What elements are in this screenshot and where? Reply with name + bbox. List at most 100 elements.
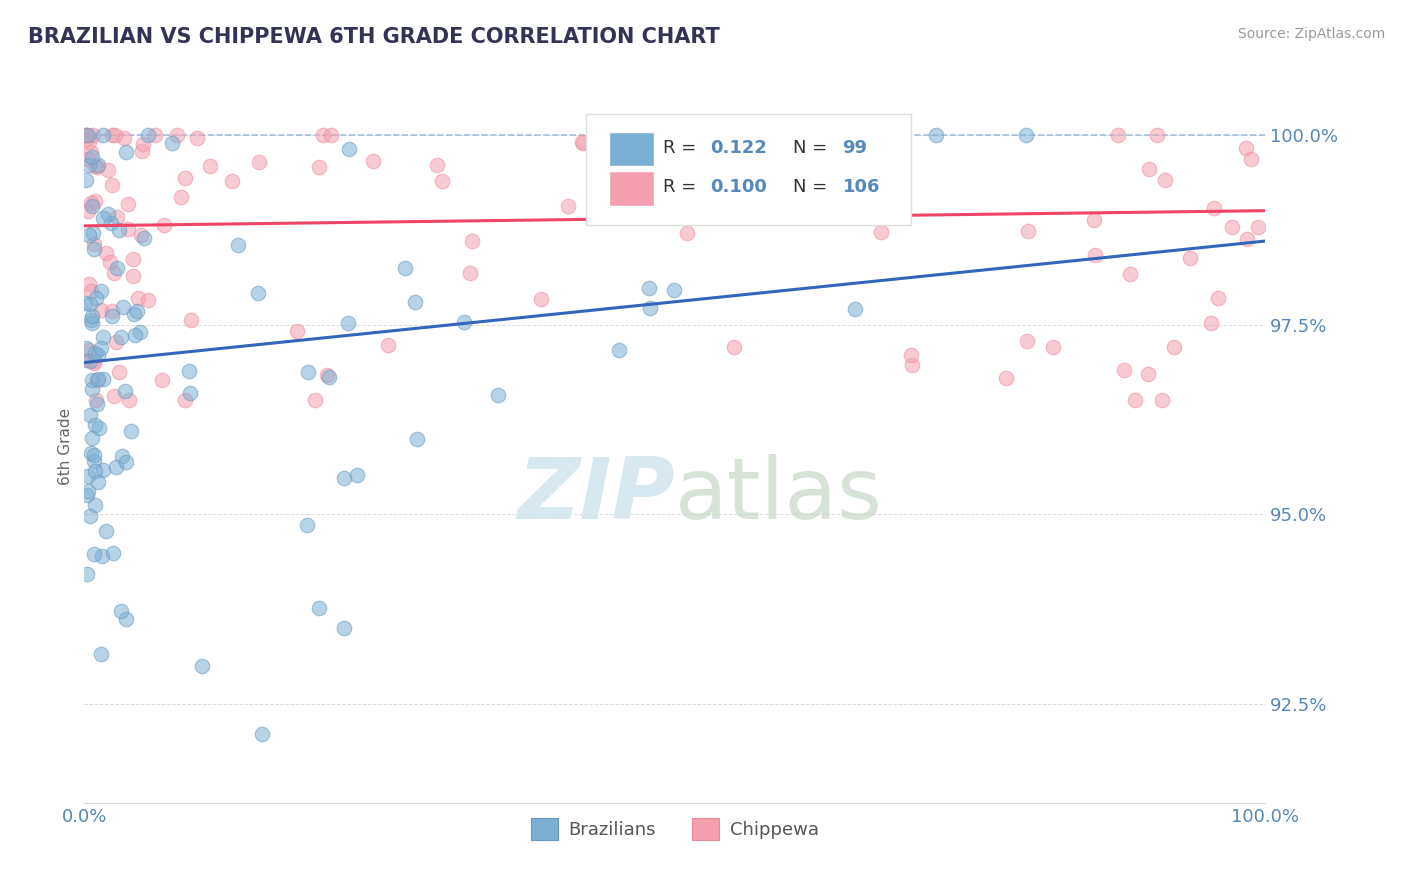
- Point: [304, 393, 326, 408]
- Point: [115, 455, 138, 469]
- Point: [83, 354, 105, 368]
- Point: [84, 292, 107, 306]
- Point: [1163, 340, 1185, 354]
- Point: [1107, 128, 1129, 142]
- Point: [900, 358, 922, 372]
- Point: [1119, 267, 1142, 281]
- Point: [75, 128, 97, 142]
- Point: [430, 174, 453, 188]
- Point: [98, 255, 121, 269]
- Point: [336, 316, 359, 330]
- Point: [75, 128, 97, 142]
- Point: [80, 446, 103, 460]
- Point: [426, 158, 449, 172]
- Point: [1123, 392, 1146, 407]
- Point: [247, 155, 270, 169]
- Point: [1112, 363, 1135, 377]
- Point: [285, 324, 308, 338]
- Point: [83, 236, 105, 251]
- Point: [127, 291, 149, 305]
- Point: [75, 295, 97, 310]
- Point: [79, 227, 101, 242]
- Text: ZIP: ZIP: [517, 454, 675, 538]
- Point: [87, 475, 110, 490]
- Point: [607, 343, 630, 357]
- Point: [1153, 172, 1175, 186]
- Point: [105, 335, 128, 350]
- Point: [114, 384, 136, 398]
- Point: [1150, 393, 1173, 408]
- Point: [1240, 153, 1263, 167]
- Point: [530, 292, 553, 306]
- Point: [1236, 232, 1258, 246]
- Text: atlas: atlas: [675, 454, 883, 538]
- Point: [900, 348, 922, 362]
- Point: [131, 144, 153, 158]
- Point: [91, 211, 114, 226]
- Text: 99: 99: [842, 139, 868, 157]
- Point: [110, 330, 132, 344]
- Point: [1083, 213, 1105, 227]
- Point: [637, 281, 659, 295]
- Point: [111, 449, 134, 463]
- Point: [295, 517, 318, 532]
- Point: [404, 295, 426, 310]
- Point: [87, 348, 110, 362]
- Point: [1042, 340, 1064, 354]
- Point: [125, 304, 148, 318]
- Point: [121, 269, 143, 284]
- Point: [844, 301, 866, 316]
- Point: [134, 231, 156, 245]
- Point: [136, 128, 159, 142]
- Point: [96, 524, 118, 538]
- Point: [75, 172, 97, 186]
- Point: [394, 260, 416, 275]
- Point: [93, 330, 115, 344]
- Point: [173, 170, 195, 185]
- Point: [82, 227, 104, 241]
- Point: [361, 153, 384, 168]
- Point: [100, 216, 122, 230]
- Point: [150, 373, 173, 387]
- Point: [108, 365, 131, 379]
- Point: [308, 601, 330, 615]
- Point: [453, 315, 475, 329]
- Text: N =: N =: [793, 178, 832, 196]
- Point: [77, 128, 100, 142]
- Point: [87, 372, 110, 386]
- Point: [122, 307, 145, 321]
- Point: [87, 421, 110, 435]
- Point: [994, 370, 1017, 384]
- Point: [103, 389, 125, 403]
- Point: [84, 417, 107, 432]
- Point: [741, 161, 763, 175]
- Point: [79, 284, 101, 298]
- Point: [77, 483, 100, 498]
- Point: [77, 135, 100, 149]
- Point: [80, 312, 103, 326]
- FancyBboxPatch shape: [586, 114, 911, 225]
- Point: [160, 136, 183, 150]
- Point: [80, 199, 103, 213]
- Text: R =: R =: [664, 178, 702, 196]
- Point: [179, 386, 201, 401]
- Point: [120, 425, 142, 439]
- Point: [80, 145, 103, 159]
- Point: [191, 659, 214, 673]
- Point: [312, 128, 335, 142]
- Point: [84, 194, 107, 208]
- Point: [1199, 316, 1222, 330]
- Point: [247, 285, 270, 300]
- Point: [461, 234, 484, 248]
- Point: [90, 647, 112, 661]
- Point: [1137, 367, 1160, 381]
- Point: [83, 548, 105, 562]
- Point: [77, 469, 100, 483]
- Point: [723, 340, 745, 354]
- Point: [337, 143, 360, 157]
- Point: [101, 546, 124, 560]
- Point: [80, 382, 103, 396]
- Text: N =: N =: [793, 139, 832, 157]
- Text: Source: ZipAtlas.com: Source: ZipAtlas.com: [1237, 27, 1385, 41]
- Point: [105, 459, 128, 474]
